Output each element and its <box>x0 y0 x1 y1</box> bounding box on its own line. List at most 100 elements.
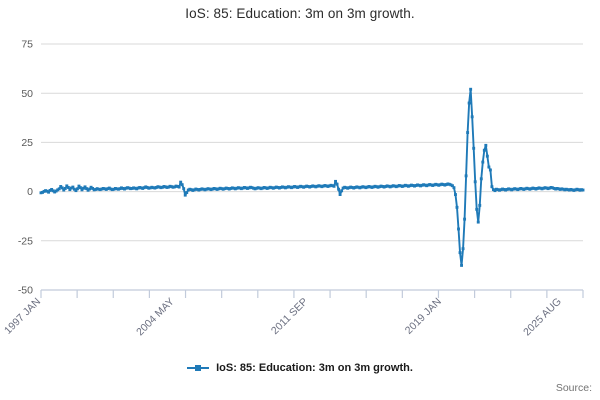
series-point <box>300 185 304 189</box>
series-point <box>255 186 259 190</box>
series-point <box>499 188 503 192</box>
series-point <box>191 188 195 192</box>
series-point <box>353 186 357 189</box>
series-point <box>570 188 574 192</box>
series-point <box>141 187 145 190</box>
series-point <box>578 188 582 192</box>
series-point <box>537 186 541 190</box>
series-point <box>165 186 169 189</box>
series-point <box>63 187 67 190</box>
series-point <box>218 186 222 190</box>
series-point <box>294 185 298 189</box>
series-point <box>575 187 579 191</box>
series-point <box>373 184 377 188</box>
series-point <box>475 207 479 211</box>
series-point <box>425 184 429 188</box>
series-point <box>507 187 511 191</box>
series-point <box>223 187 227 191</box>
series-point <box>113 187 117 190</box>
series-point <box>484 143 488 147</box>
series-point <box>501 187 504 191</box>
series-point <box>443 183 447 187</box>
series-point <box>337 187 341 191</box>
series-point <box>469 87 473 91</box>
series-point <box>153 186 157 190</box>
series-point <box>127 186 131 190</box>
series-point <box>476 220 480 224</box>
series-point <box>174 184 178 188</box>
series-point <box>220 187 224 191</box>
series-point <box>241 186 245 190</box>
series-point <box>66 186 70 189</box>
series-point <box>487 165 491 169</box>
series-point <box>101 187 105 190</box>
series-point <box>450 184 454 188</box>
series-point <box>549 186 553 189</box>
series-point <box>408 184 412 188</box>
series-point <box>560 187 564 191</box>
series-point <box>299 184 303 188</box>
series-point <box>542 186 545 190</box>
series-point <box>429 183 433 187</box>
series-point <box>361 185 365 189</box>
series-point <box>394 185 398 189</box>
series-point <box>513 187 517 191</box>
series-point <box>83 185 87 189</box>
series-point <box>440 182 444 186</box>
series-point <box>419 184 422 188</box>
series-point <box>338 193 342 196</box>
series-point <box>490 185 494 189</box>
series-point <box>110 188 114 192</box>
series-point <box>365 185 369 189</box>
series-point <box>197 188 201 192</box>
series-point <box>161 185 164 189</box>
series-point <box>176 185 180 188</box>
series-point <box>68 188 72 192</box>
series-point <box>543 186 547 190</box>
series-point <box>270 186 274 190</box>
series-point <box>136 186 140 190</box>
series-point <box>438 183 442 187</box>
series-point <box>226 187 230 190</box>
series-point <box>203 188 207 192</box>
series-point <box>39 191 43 195</box>
series-point <box>362 185 366 189</box>
series-point <box>262 186 266 189</box>
series-point <box>89 185 93 189</box>
series-point <box>42 189 46 193</box>
series-point <box>293 185 296 188</box>
series-point <box>321 184 325 188</box>
series-point <box>303 185 307 189</box>
series-point <box>56 188 60 192</box>
series-point <box>253 187 257 191</box>
series-point <box>546 187 550 191</box>
series-point <box>329 183 333 187</box>
series-point <box>72 187 76 191</box>
series-point <box>154 186 158 189</box>
series-point <box>358 186 362 190</box>
series-point <box>283 186 287 190</box>
series-point <box>92 188 96 192</box>
series-point <box>466 131 470 135</box>
series-point <box>103 187 107 191</box>
series-point <box>359 185 363 189</box>
series-point <box>326 185 330 188</box>
series-point <box>135 187 139 191</box>
series-point <box>60 186 64 190</box>
series-point <box>423 183 427 187</box>
series-point <box>287 185 290 189</box>
series-point <box>382 185 386 189</box>
series-point <box>323 184 327 187</box>
series-point <box>116 187 120 191</box>
series-point <box>280 185 284 189</box>
series-point <box>409 183 413 187</box>
series-point <box>85 187 88 191</box>
series-point <box>534 187 538 191</box>
series-point <box>432 183 436 187</box>
series-point <box>265 187 269 190</box>
series-point <box>44 189 47 193</box>
series-point <box>221 187 225 191</box>
series-point <box>212 187 216 190</box>
series-point <box>384 185 388 188</box>
series-point <box>261 186 265 190</box>
